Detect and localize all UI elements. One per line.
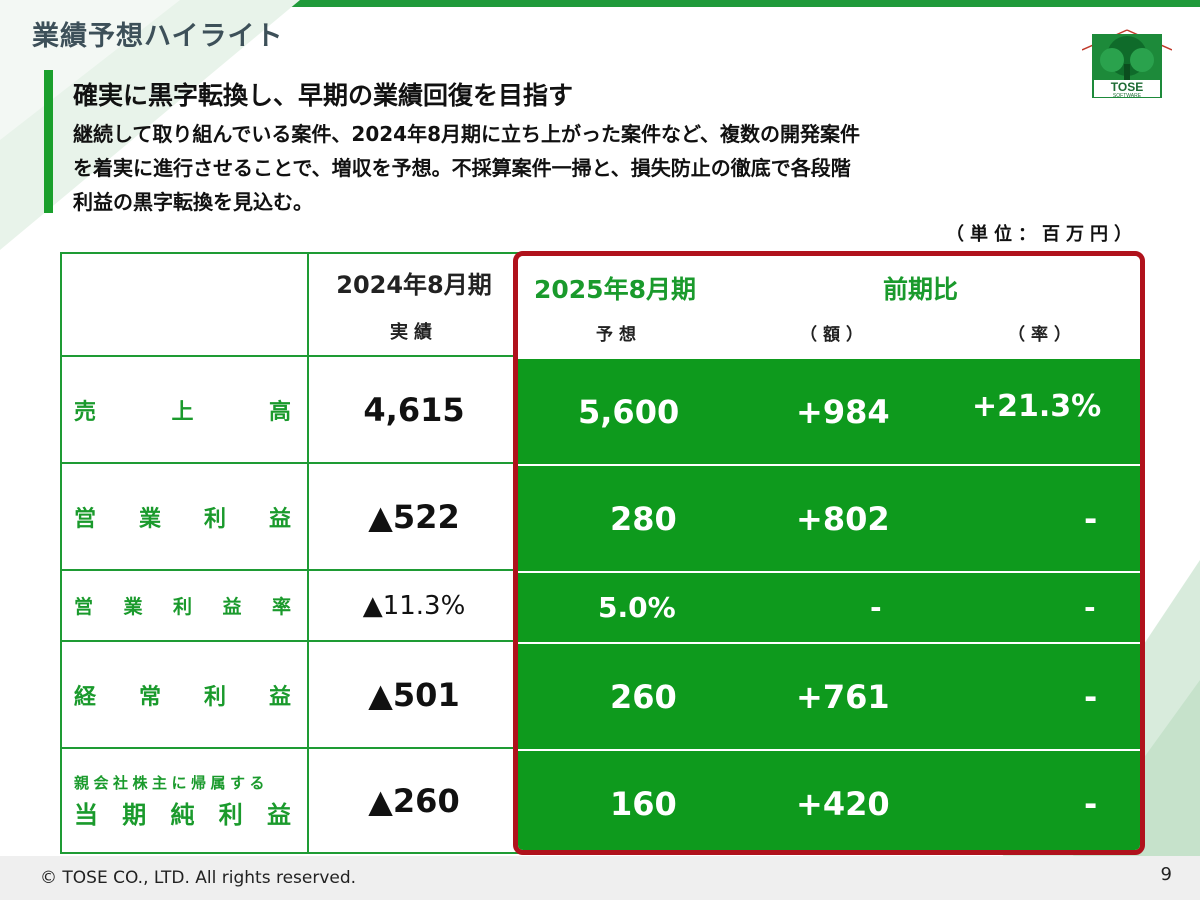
top-accent-line (0, 0, 1200, 7)
page-title: 業績予想ハイライト (32, 21, 284, 52)
table-row: 親会社株主に帰属する 当期純利益 ▲260 (60, 747, 521, 854)
table-row: 売上高 4,615 (60, 355, 521, 464)
forecast-value: 160 (610, 785, 677, 823)
forecast-row: 5.0% - - (518, 571, 1140, 642)
diff-value: +420 (796, 785, 890, 823)
table-row: 営業利益率 ▲11.3% (60, 569, 521, 642)
tose-logo: TOSE SOFTWARE (1082, 29, 1172, 99)
forecast-row: 280 +802 - (518, 464, 1140, 571)
forecast-panel: 2025年8月期 前期比 予想 （額） （率） 5,600 +984 +21.3… (513, 251, 1145, 855)
actual-value: ▲11.3% (307, 569, 521, 642)
forecast-header: 2025年8月期 前期比 予想 （額） （率） (518, 256, 1140, 357)
row-label: 親会社株主に帰属する 当期純利益 (60, 747, 309, 854)
logo-text: TOSE (1111, 80, 1143, 94)
forecast-value: 5.0% (598, 591, 676, 624)
yoy-amount-label: （額） (800, 325, 869, 345)
footer-band (0, 856, 1200, 900)
prev-sub-label: 実績 (390, 322, 438, 343)
actual-value: 4,615 (307, 355, 521, 464)
diff-value: +802 (796, 500, 890, 538)
actual-value: ▲260 (307, 747, 521, 854)
yoy-label: 前期比 (883, 275, 959, 304)
row-label: 売上高 (60, 355, 309, 464)
body-line: 利益の黒字転換を見込む。 (73, 190, 313, 214)
forecast-row: 5,600 +984 +21.3% (518, 357, 1140, 464)
forecast-row: 260 +761 - (518, 642, 1140, 749)
row-label: 経常利益 (60, 640, 309, 749)
table-row: 経常利益 ▲501 (60, 640, 521, 749)
diff-value: - (870, 591, 882, 624)
row-label: 営業利益 (60, 462, 309, 571)
page-number: 9 (1160, 864, 1172, 885)
header-corner-cell (60, 252, 309, 357)
forecast-row: 160 +420 - (518, 749, 1140, 850)
diff-value: +984 (796, 393, 890, 431)
copyright: © TOSE CO., LTD. All rights reserved. (40, 868, 357, 888)
forecast-period-label: 2025年8月期 (534, 275, 696, 304)
forecast-value: 280 (610, 500, 677, 538)
financial-table: 2024年8月期 実績 売上高 4,615 営業利益 ▲522 営業利益率 ▲1… (60, 252, 521, 854)
rate-value: - (1084, 785, 1098, 823)
logo-subtext: SOFTWARE (1113, 93, 1142, 99)
rate-value: +21.3% (972, 389, 1102, 424)
forecast-sub-label: 予想 (596, 325, 642, 345)
body-line: 継続して取り組んでいる案件、2024年8月期に立ち上がった案件など、複数の開発案… (73, 122, 860, 146)
rate-value: - (1084, 591, 1096, 624)
forecast-value: 260 (610, 678, 677, 716)
header-prev-period: 2024年8月期 実績 (307, 252, 521, 357)
row-label: 営業利益率 (60, 569, 309, 642)
table-row: 営業利益 ▲522 (60, 462, 521, 571)
headline-accent-bar (44, 70, 53, 213)
body-line: を着実に進行させることで、増収を予想。不採算案件一掃と、損失防止の徹底で各段階 (73, 156, 851, 180)
prev-period-label: 2024年8月期 (336, 271, 492, 299)
row-label-top: 親会社株主に帰属する (74, 773, 270, 792)
unit-note: （単位：百万円） (946, 224, 1138, 245)
body-text: 継続して取り組んでいる案件、2024年8月期に立ち上がった案件など、複数の開発案… (73, 117, 1083, 219)
yoy-rate-label: （率） (1008, 325, 1077, 345)
diff-value: +761 (796, 678, 890, 716)
rate-value: - (1084, 500, 1098, 538)
actual-value: ▲522 (307, 462, 521, 571)
headline: 確実に黒字転換し、早期の業績回復を目指す (73, 81, 574, 110)
forecast-value: 5,600 (578, 393, 680, 431)
rate-value: - (1084, 678, 1098, 716)
actual-value: ▲501 (307, 640, 521, 749)
